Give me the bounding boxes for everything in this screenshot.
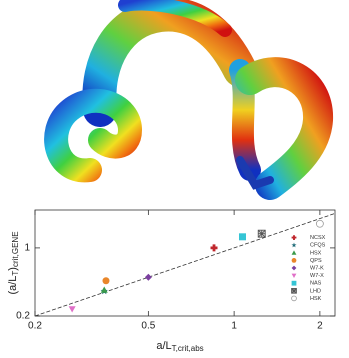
- y-label-main: ): [7, 267, 19, 271]
- plot-frame: [34, 209, 336, 317]
- data-point: [68, 306, 76, 313]
- legend-label: HSX: [310, 250, 322, 256]
- legend-marker: [291, 273, 297, 278]
- data-point: [144, 273, 152, 281]
- legend-label: CFQS: [310, 243, 326, 249]
- x-tick-label: 0.2: [28, 321, 42, 332]
- legend-label: NCSX: [310, 235, 326, 241]
- legend-marker: [291, 258, 297, 263]
- y-axis-label: (a/LT)crit,GENE: [7, 231, 20, 294]
- data-point: [102, 277, 110, 285]
- legend-label: HSK: [310, 296, 322, 302]
- legend-marker: [291, 295, 297, 302]
- y-tick-label: 0.2: [16, 311, 30, 322]
- data-point: [315, 219, 324, 228]
- legend-label: LHD: [310, 288, 321, 294]
- x-tick-label: 1: [231, 321, 237, 332]
- x-tick-label: 0.5: [141, 321, 155, 332]
- stellarator-render: [44, 0, 333, 200]
- legend-marker: [291, 242, 297, 248]
- y-label-sub: crit,GENE: [11, 231, 20, 267]
- legend-marker: [291, 287, 297, 294]
- data-point: [238, 233, 246, 241]
- y-tick-label: 1: [24, 243, 30, 254]
- legend-label: W7-X: [310, 273, 324, 279]
- x-label-main: a/L: [156, 340, 171, 352]
- legend-marker: [291, 280, 297, 286]
- legend-label: W7-K: [310, 265, 324, 271]
- legend-marker: [291, 265, 297, 271]
- legend-label: NAS: [310, 281, 322, 287]
- legend-label: QPS: [310, 258, 322, 264]
- data-point: [210, 244, 218, 252]
- legend-marker: [291, 250, 297, 255]
- data-point: [100, 286, 108, 293]
- x-label-sub: T,crit,abs: [172, 344, 204, 353]
- y-label-sub: T: [11, 271, 20, 276]
- x-tick-label: 2: [317, 321, 323, 332]
- y-label-main: (a/L: [7, 276, 19, 295]
- data-point: [257, 229, 266, 238]
- x-axis-label: a/LT,crit,abs: [156, 340, 203, 353]
- diagonal-reference: [34, 213, 336, 317]
- legend-marker: [291, 235, 297, 240]
